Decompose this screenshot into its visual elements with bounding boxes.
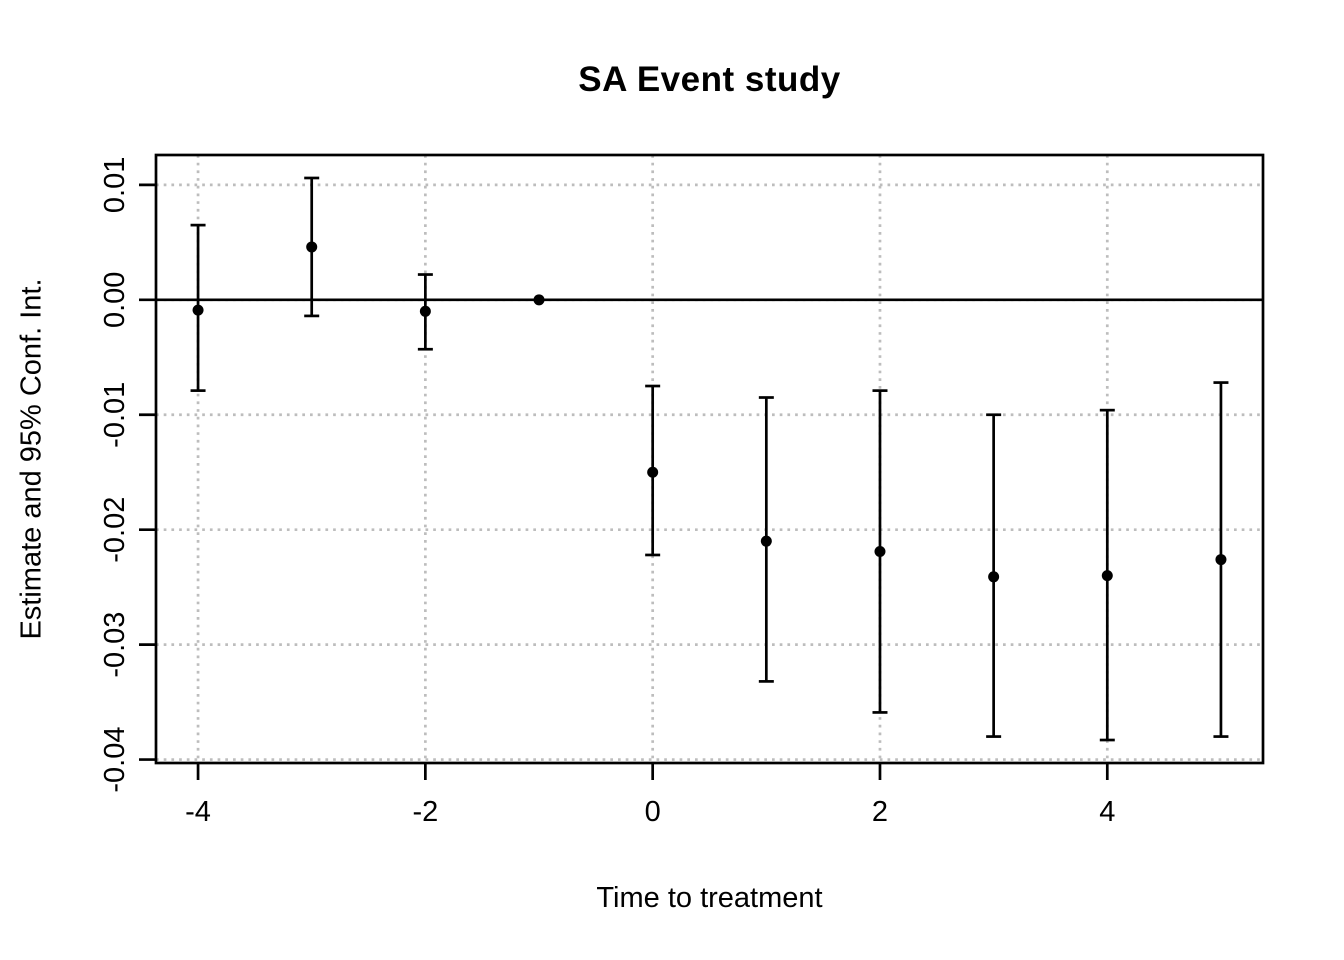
y-tick-label: -0.03 bbox=[99, 612, 131, 678]
y-tick-label: -0.04 bbox=[99, 726, 131, 792]
chart-title: SA Event study bbox=[578, 60, 841, 99]
y-tick-label: 0.00 bbox=[99, 272, 131, 328]
estimate-point bbox=[874, 546, 886, 558]
estimate-point bbox=[419, 305, 431, 317]
x-tick-label: -4 bbox=[185, 796, 211, 828]
plot-border bbox=[154, 153, 1265, 765]
estimate-point bbox=[647, 466, 659, 478]
y-tick-label: -0.01 bbox=[99, 382, 131, 448]
estimate-point bbox=[533, 294, 545, 306]
estimate-point bbox=[760, 535, 772, 547]
y-tick-label: -0.02 bbox=[99, 497, 131, 563]
estimate-point bbox=[988, 571, 1000, 583]
x-axis-title: Time to treatment bbox=[596, 882, 823, 914]
x-tick-label: 2 bbox=[872, 796, 888, 828]
x-tick-label: 0 bbox=[645, 796, 661, 828]
x-tick-label: 4 bbox=[1099, 796, 1115, 828]
y-tick-label: 0.01 bbox=[99, 157, 131, 213]
x-tick-label: -2 bbox=[412, 796, 438, 828]
estimate-point bbox=[306, 241, 318, 253]
estimate-point bbox=[1215, 554, 1227, 566]
estimate-point bbox=[1101, 570, 1113, 582]
estimate-point bbox=[192, 304, 204, 316]
